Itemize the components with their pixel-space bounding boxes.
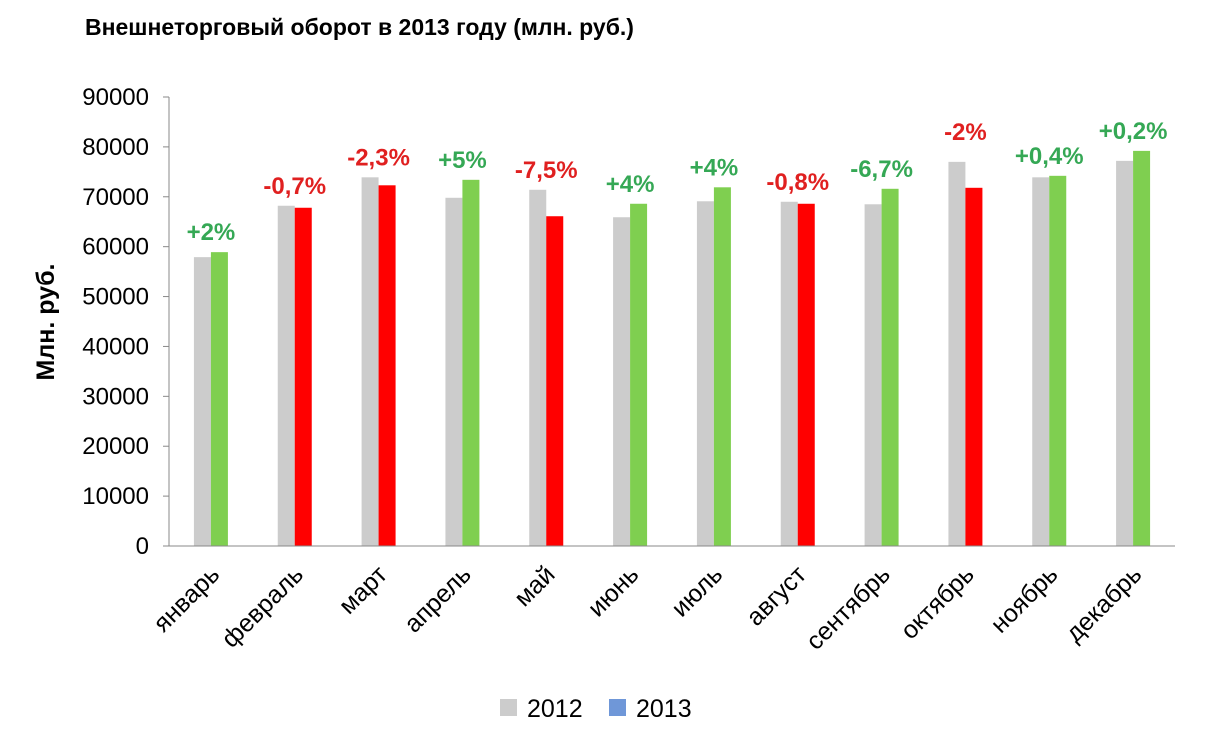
bar-2012-3: [445, 197, 463, 546]
legend: 2012 2013: [500, 695, 692, 723]
percent-label-11: +0,2%: [1099, 118, 1168, 145]
percent-label-3: +5%: [438, 147, 487, 174]
bar-2012-4: [529, 189, 547, 546]
category-label-10: ноябрь: [985, 560, 1063, 638]
y-axis-label: Млн. руб.: [32, 264, 60, 381]
bar-2013-6: [713, 187, 731, 546]
category-label-7: август: [741, 560, 812, 631]
bar-2012-7: [780, 201, 798, 546]
y-axis-ticks: 0 10000 20000 30000 40000 50000 60000 70000 8000…: [82, 84, 169, 560]
axes: [168, 97, 1175, 547]
bar-2012-10: [1032, 177, 1050, 546]
y-tick-label: 10000: [82, 483, 149, 510]
bar-2012-6: [696, 201, 714, 547]
category-label-5: июнь: [582, 560, 644, 622]
legend-swatch-2013: [609, 699, 626, 716]
percent-label-4: -7,5%: [515, 157, 578, 184]
percent-label-0: +2%: [187, 219, 236, 246]
bar-2013-5: [630, 203, 648, 547]
bar-2012-11: [1116, 160, 1134, 546]
legend-label-2012: 2012: [527, 695, 583, 723]
category-label-11: декабрь: [1060, 560, 1147, 647]
category-label-2: март: [333, 560, 393, 620]
bar-2013-3: [462, 179, 480, 546]
y-tick-label: 50000: [82, 284, 149, 311]
category-label-0: январь: [148, 560, 225, 637]
percent-annotations: +2% -0,7% -2,3% +5% -7,5% +4% +4% -0,8% -6,7% -2%…: [187, 118, 1168, 246]
category-label-8: сентябрь: [801, 560, 896, 655]
percent-label-7: -0,8%: [766, 169, 829, 196]
bar-2013-2: [378, 185, 396, 546]
legend-swatch-2012: [500, 699, 517, 716]
bar-2013-9: [965, 187, 983, 546]
bar-2013-7: [797, 203, 815, 547]
y-tick-label: 60000: [82, 234, 149, 261]
y-tick-label: 70000: [82, 184, 149, 211]
category-label-4: май: [509, 560, 561, 612]
bar-2013-0: [210, 252, 228, 546]
bar-2012-9: [948, 161, 966, 546]
legend-label-2013: 2013: [636, 695, 692, 723]
bar-2013-10: [1049, 175, 1067, 546]
percent-label-8: -6,7%: [850, 156, 913, 183]
bar-2013-11: [1133, 150, 1151, 546]
percent-label-2: -2,3%: [347, 144, 410, 171]
y-tick-label: 20000: [82, 433, 149, 460]
bar-2013-8: [881, 188, 899, 546]
percent-label-10: +0,4%: [1015, 143, 1084, 170]
y-tick-label: 30000: [82, 383, 149, 410]
bars: [193, 150, 1151, 547]
bar-2012-5: [613, 217, 631, 546]
y-axis-title: Млн. руб.: [32, 264, 60, 381]
category-label-9: октябрь: [895, 560, 979, 644]
y-tick-label: 90000: [82, 84, 149, 111]
bar-2012-1: [277, 205, 295, 546]
category-label-6: июль: [666, 560, 728, 622]
bar-2013-1: [294, 207, 312, 546]
bar-2012-8: [864, 204, 882, 546]
chart-title: Внешнеторговый оборот в 2013 году (млн. …: [85, 14, 634, 40]
bar-2013-4: [546, 216, 564, 547]
percent-label-1: -0,7%: [263, 173, 326, 200]
y-tick-label: 80000: [82, 134, 149, 161]
percent-label-6: +4%: [690, 154, 739, 181]
bar-2012-2: [361, 177, 379, 546]
y-tick-label: 40000: [82, 333, 149, 360]
category-label-3: апрель: [399, 560, 477, 638]
y-tick-label: 0: [136, 533, 149, 560]
percent-label-9: -2%: [944, 119, 987, 146]
category-label-1: февраль: [216, 560, 309, 653]
percent-label-5: +4%: [606, 171, 655, 198]
bar-2012-0: [193, 257, 211, 546]
